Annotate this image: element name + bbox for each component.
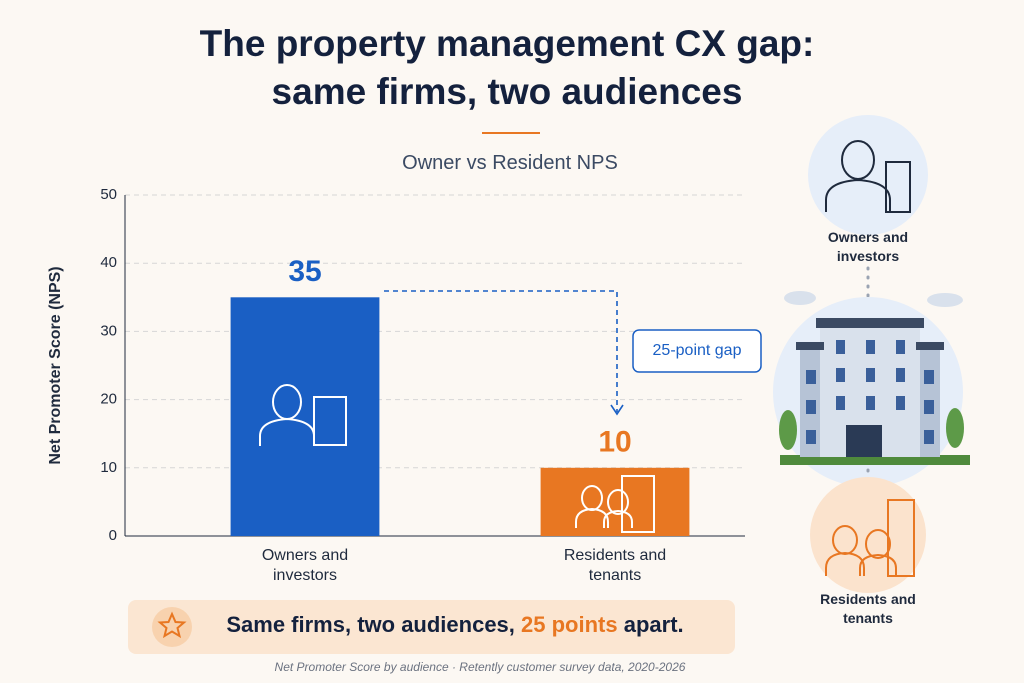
data-label: 35 — [288, 255, 321, 288]
side-label: Owners and investors — [827, 229, 909, 264]
data-label: 10 — [598, 426, 631, 459]
resident-icon — [825, 499, 915, 577]
bar — [230, 297, 380, 536]
y-tick-label: 40 — [100, 254, 117, 271]
footnote: Net Promoter Score by audience · Retentl… — [274, 660, 686, 674]
side-label: Residents and tenants — [820, 591, 916, 626]
x-tick-group: Owners and investors — [262, 547, 348, 584]
star-badge — [152, 607, 192, 647]
y-tick-label: 50 — [100, 186, 117, 203]
y-axis-label: Net Promoter Score (NPS) — [47, 266, 64, 464]
gap-label: 25-point gap — [653, 342, 742, 359]
owner-bar-icon — [259, 384, 347, 446]
gap-arrow — [610, 404, 624, 416]
building-illustration — [779, 291, 970, 465]
chart-title: The property management CX gap: same fir… — [199, 23, 815, 112]
callout-highlight: 25 points — [521, 612, 618, 637]
callout-box — [128, 600, 735, 654]
y-tick-label: 30 — [100, 322, 117, 339]
chart-subtitle: Owner vs Resident NPS — [402, 152, 618, 174]
y-tick-label: 0 — [109, 527, 117, 544]
x-tick-group: Residents and tenants — [564, 547, 666, 584]
gap-box — [632, 329, 762, 373]
owner-icon — [825, 140, 911, 213]
callout-text: Same firms, two audiences, — [226, 612, 522, 637]
x-tick-label: Residents and tenants — [564, 547, 666, 584]
y-tick-label: 20 — [100, 391, 117, 408]
star-icon — [157, 611, 187, 639]
callout: Same firms, two audiences, 25 points apa… — [190, 612, 720, 638]
x-tick-label: Owners and investors — [262, 547, 348, 584]
bar — [540, 467, 690, 536]
y-tick-label: 10 — [100, 459, 117, 476]
gap-connector — [384, 290, 618, 412]
resident-bar-icon — [575, 475, 655, 533]
callout-text: apart. — [617, 612, 684, 637]
